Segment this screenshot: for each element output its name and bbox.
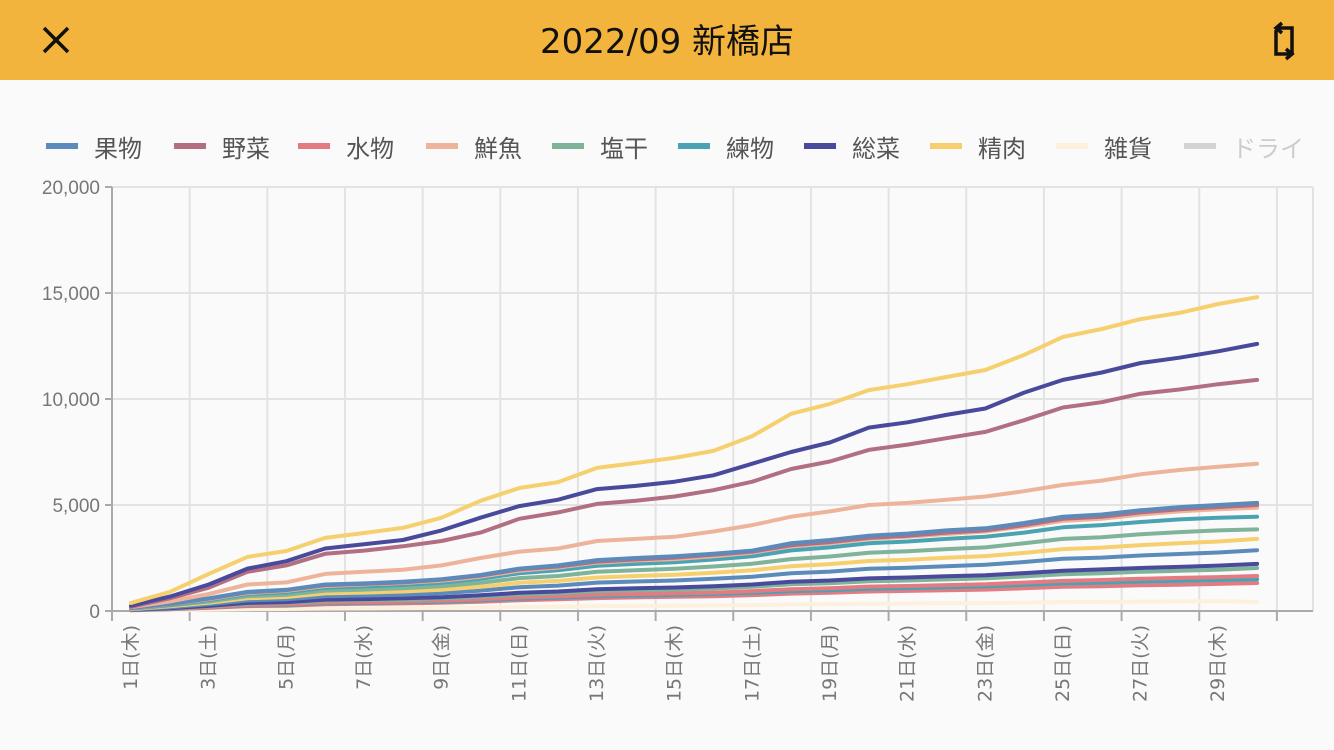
legend-label: 野菜 xyxy=(222,134,270,163)
close-button[interactable] xyxy=(36,20,76,60)
tick-labels: 0 5,000 10,000 15,000 20,000 1日(木) 3日(土) 5日(月) 7… xyxy=(42,178,1229,702)
legend-swatch xyxy=(174,143,206,149)
y-tick-label: 15,000 xyxy=(42,284,100,305)
grid xyxy=(112,186,1314,611)
x-tick-label: 3日(土) xyxy=(198,625,220,690)
legend-label: 水物 xyxy=(346,134,394,163)
x-tick-label: 7日(水) xyxy=(353,625,375,690)
series-line-4[interactable] xyxy=(129,500,1260,610)
legend-label: 総菜 xyxy=(852,134,900,163)
x-tick-label: 27日(火) xyxy=(1130,625,1152,702)
legend-label: 塩干 xyxy=(600,134,648,163)
series-line-16[interactable] xyxy=(129,599,1260,613)
x-tick-label: 23日(金) xyxy=(974,625,996,702)
screen-rotation-icon xyxy=(1273,21,1295,61)
close-icon xyxy=(42,26,70,54)
x-tick-label: 25日(日) xyxy=(1052,625,1074,702)
page-title: 2022/09 新橋店 xyxy=(539,22,795,62)
legend-item-4[interactable]: 塩干 xyxy=(552,124,648,168)
x-tick-label: 11日(日) xyxy=(508,625,530,702)
y-tick-label: 5,000 xyxy=(52,496,100,517)
series-line-9[interactable] xyxy=(129,536,1260,612)
line-chart: 0 5,000 10,000 15,000 20,000 1日(木) 3日(土) 5日(月) 7… xyxy=(42,178,1314,702)
legend-label: 練物 xyxy=(726,134,774,163)
axes xyxy=(105,186,1313,621)
series-line-11[interactable] xyxy=(129,561,1260,612)
legend-item-1[interactable]: 野菜 xyxy=(174,124,270,168)
x-tick-label: 29日(木) xyxy=(1207,625,1229,702)
series-line-10[interactable] xyxy=(129,548,1260,612)
x-tick-label: 21日(水) xyxy=(897,625,919,702)
legend-item-5[interactable]: 練物 xyxy=(678,124,774,168)
legend-swatch xyxy=(1056,143,1088,149)
series-line-2[interactable] xyxy=(129,377,1260,609)
legend-item-2[interactable]: 水物 xyxy=(298,124,394,168)
rotate-button[interactable] xyxy=(1262,18,1306,64)
app-bar: 2022/09 新橋店 xyxy=(0,0,1334,80)
legend-label: 鮮魚 xyxy=(474,134,522,163)
x-tick-label: 17日(土) xyxy=(741,625,763,702)
x-tick-label: 13日(火) xyxy=(586,625,608,702)
y-tick-label: 0 xyxy=(89,602,100,623)
legend-swatch xyxy=(426,143,458,149)
x-tick-label: 9日(金) xyxy=(431,625,453,690)
y-tick-label: 10,000 xyxy=(42,390,100,411)
legend-item-9[interactable]: ドライ xyxy=(1184,124,1304,168)
legend-label: 雑貨 xyxy=(1104,134,1152,163)
series-line-0[interactable] xyxy=(129,295,1260,605)
legend-item-6[interactable]: 総菜 xyxy=(804,124,900,168)
legend-label: 果物 xyxy=(94,134,142,163)
legend-item-7[interactable]: 精肉 xyxy=(930,124,1026,168)
series-group xyxy=(129,295,1260,613)
legend-swatch xyxy=(552,143,584,149)
legend-swatch xyxy=(298,143,330,149)
x-tick-label: 5日(月) xyxy=(275,625,297,690)
legend-swatch xyxy=(46,143,78,149)
x-tick-label: 15日(木) xyxy=(664,625,686,702)
legend-item-8[interactable]: 雑貨 xyxy=(1056,124,1152,168)
x-tick-label: 1日(木) xyxy=(120,625,142,690)
y-tick-label: 20,000 xyxy=(42,178,100,199)
legend-swatch xyxy=(678,143,710,149)
x-tick-label: 19日(月) xyxy=(819,625,841,702)
legend-item-0[interactable]: 果物 xyxy=(46,124,142,168)
series-line-8[interactable] xyxy=(129,527,1260,611)
legend-swatch xyxy=(930,143,962,149)
chart-legend: 果物 野菜 水物 鮮魚 塩干 練物 総菜 精肉 雑貨 ドライ xyxy=(0,124,1334,168)
legend-item-3[interactable]: 鮮魚 xyxy=(426,124,522,168)
legend-label: 精肉 xyxy=(978,134,1026,163)
legend-label: ドライ xyxy=(1232,134,1304,163)
series-line-3[interactable] xyxy=(129,461,1260,610)
legend-swatch xyxy=(1184,143,1216,149)
legend-swatch xyxy=(804,143,836,149)
series-line-1[interactable] xyxy=(129,341,1260,608)
